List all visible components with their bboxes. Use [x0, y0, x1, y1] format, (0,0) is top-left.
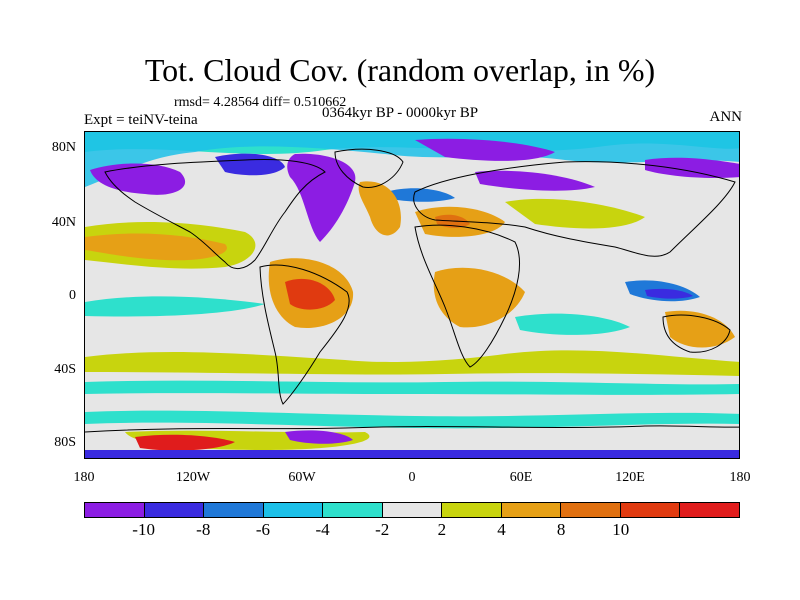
indian-ocean-cyan — [515, 313, 630, 335]
colorbar-swatch — [323, 503, 383, 517]
sh-cyan-band — [85, 380, 739, 395]
antarctic-violet — [285, 430, 353, 444]
arctic-violet-5 — [475, 170, 595, 191]
colorbar-swatch — [204, 503, 264, 517]
antarctic-blue — [85, 450, 739, 458]
colorbar-swatch — [263, 503, 324, 517]
africa-coast — [414, 224, 521, 368]
europe-asia-coast — [413, 161, 736, 257]
coastlines — [85, 148, 739, 433]
colorbar-label: -6 — [255, 520, 270, 539]
greenland-coast — [334, 148, 404, 188]
map-canvas — [85, 132, 739, 458]
colorbar-label: -10 — [132, 520, 155, 539]
lon-label-120w: 120W — [175, 470, 211, 485]
amazon-red — [285, 278, 335, 310]
colorbar-label: 8 — [556, 520, 566, 539]
colorbar-label: 4 — [497, 520, 506, 539]
south-america-coast — [259, 264, 350, 405]
africa-orange — [433, 267, 525, 328]
colorbar — [84, 502, 740, 518]
stats-label: rmsd= 4.28564 diff= 0.510662 — [174, 95, 347, 110]
colorbar-swatch — [561, 503, 621, 517]
arctic-violet-2 — [287, 153, 356, 242]
colorbar-swatch — [144, 503, 205, 517]
cloud-cover-map — [84, 131, 740, 459]
tropical-pacific-cyan — [85, 296, 265, 317]
asia-yellow — [505, 198, 645, 229]
antarctic-red — [135, 434, 235, 451]
experiment-label: Expt = teiNV-teina — [84, 112, 198, 128]
season-label: ANN — [709, 109, 743, 125]
colorbar-label: 10 — [612, 520, 630, 539]
lat-label-40n: 40N — [51, 215, 76, 230]
period-label: 0364kyr BP - 0000kyr BP — [322, 105, 479, 121]
plot-title: Tot. Cloud Cov. (random overlap, in %) — [144, 52, 656, 88]
lon-label-60e: 60E — [509, 470, 533, 485]
colorbar-label: -8 — [196, 520, 211, 539]
lon-label-0: 0 — [408, 470, 416, 485]
lon-label-180w: 180 — [73, 470, 95, 485]
arctic-blue-band — [85, 132, 739, 187]
atlantic-orange — [358, 181, 401, 236]
colorbar-swatch — [85, 503, 145, 517]
colorbar-swatch — [501, 503, 562, 517]
arctic-violet-6 — [645, 157, 739, 178]
arctic-blue-6 — [385, 188, 455, 202]
australia-coast — [662, 314, 731, 353]
colorbar-swatch — [382, 503, 443, 517]
lon-label-60w: 60W — [288, 470, 316, 485]
sh-yellow-band — [85, 350, 739, 376]
north-america-coast — [104, 159, 326, 269]
australia-orange — [665, 310, 735, 348]
lon-label-180e: 180 — [729, 470, 751, 485]
colorbar-swatch — [680, 503, 740, 517]
nh-orange-band — [85, 233, 227, 261]
arctic-violet-4 — [415, 138, 555, 161]
colorbar-swatch — [442, 503, 502, 517]
colorbar-label: -2 — [375, 520, 390, 539]
lon-label-120e: 120E — [615, 470, 645, 485]
antarctica-coast — [85, 425, 739, 433]
colorbar-swatch — [620, 503, 681, 517]
lat-label-80s: 80S — [54, 435, 76, 450]
colorbar-label: 2 — [437, 520, 447, 539]
arctic-violet-1 — [90, 163, 186, 195]
lat-label-0: 0 — [69, 288, 76, 303]
colorbar-label: -4 — [315, 520, 330, 539]
lat-label-80n: 80N — [51, 140, 76, 155]
maritime-violet — [645, 288, 693, 299]
lat-label-40s: 40S — [54, 362, 76, 377]
